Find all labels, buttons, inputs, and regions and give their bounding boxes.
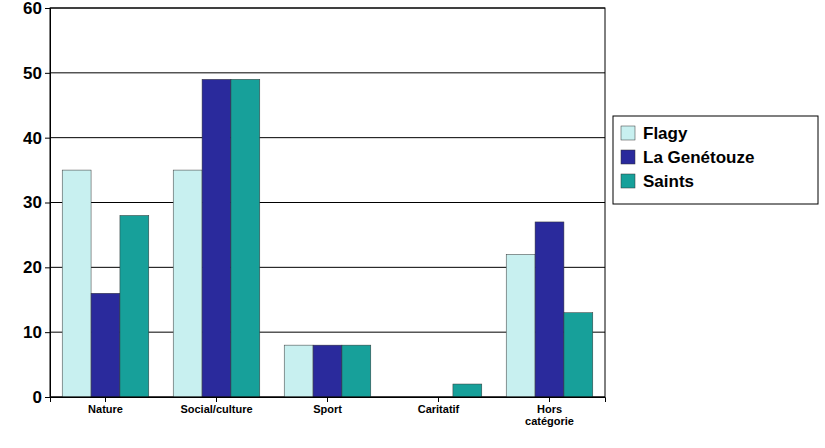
y-tick-label: 40 [23, 129, 42, 148]
y-tick: 60 [23, 0, 50, 18]
y-tick-label: 30 [23, 193, 42, 212]
y-tick-label: 50 [23, 64, 42, 83]
legend-label: Flagy [643, 124, 688, 143]
plot-frame [50, 8, 605, 397]
chart: 0 10 20 30 40 50 60 Nature Social/culture Sport Ca… [0, 0, 825, 448]
x-tick-mark [438, 397, 439, 402]
legend-box [613, 116, 818, 204]
plot: 0 10 20 30 40 50 60 Nature Social/culture Sport Ca… [23, 0, 605, 427]
x-tick: Sport [313, 397, 342, 415]
legend: Flagy La Genétouze Saints [613, 116, 818, 204]
legend-swatch [621, 126, 635, 140]
y-tick-mark [45, 203, 50, 204]
bars [62, 79, 593, 397]
x-tick-label: Social/culture [180, 403, 252, 415]
y-tick: 50 [23, 64, 50, 83]
y-tick-label: 20 [23, 258, 42, 277]
bar [453, 384, 482, 397]
y-tick: 10 [23, 323, 50, 342]
bar [173, 170, 202, 397]
y-tick: 40 [23, 129, 50, 148]
bar [284, 345, 313, 397]
x-tick-mark [549, 397, 550, 402]
bar [62, 170, 91, 397]
bar [535, 222, 564, 397]
x-tick-label: Nature [88, 403, 123, 415]
legend-label: Saints [643, 172, 694, 191]
bar-series [62, 170, 535, 397]
legend-swatch [621, 174, 635, 188]
y-tick-mark [45, 332, 50, 333]
y-axis-line [45, 9, 51, 398]
y-tick-mark [45, 397, 50, 398]
x-tick-label: Caritatif [418, 403, 460, 415]
bar [231, 79, 260, 397]
x-tick: Caritatif [418, 397, 460, 415]
x-tick: Social/culture [180, 397, 252, 415]
grid-line [50, 72, 605, 73]
bar [564, 313, 593, 397]
x-tick: Nature [88, 397, 123, 415]
legend-item: Saints [621, 172, 694, 191]
y-tick-mark [45, 8, 50, 9]
y-tick-mark [45, 138, 50, 139]
x-tick-label: Sport [313, 403, 342, 415]
y-tick-label: 10 [23, 323, 42, 342]
bar [506, 254, 535, 397]
bar-series [91, 79, 564, 397]
bar [313, 345, 342, 397]
bar [120, 215, 149, 397]
grid-line [50, 202, 605, 203]
x-tick: Horscatégorie [525, 397, 574, 427]
x-tick-mark [105, 397, 106, 402]
bar [91, 293, 120, 397]
grid [50, 8, 605, 397]
y-tick: 0 [33, 388, 50, 407]
y-tick: 20 [23, 258, 50, 277]
y-axis: 0 10 20 30 40 50 60 [23, 0, 50, 407]
y-tick: 30 [23, 193, 50, 212]
x-axis-line [51, 398, 606, 403]
bar-series [120, 79, 593, 397]
x-tick-mark [327, 397, 328, 402]
x-axis: Nature Social/culture Sport Caritatif Horsca… [51, 397, 606, 427]
y-tick-mark [45, 267, 50, 268]
y-tick-label: 0 [33, 388, 42, 407]
bar [342, 345, 371, 397]
x-tick-label: Horscatégorie [525, 403, 574, 428]
legend-item: La Genétouze [621, 148, 754, 167]
legend-item: Flagy [621, 124, 688, 143]
x-tick-mark [216, 397, 217, 402]
legend-swatch [621, 150, 635, 164]
grid-line [50, 137, 605, 138]
y-tick-mark [45, 73, 50, 74]
legend-label: La Genétouze [643, 148, 754, 167]
bar [202, 79, 231, 397]
y-tick-label: 60 [23, 0, 42, 18]
